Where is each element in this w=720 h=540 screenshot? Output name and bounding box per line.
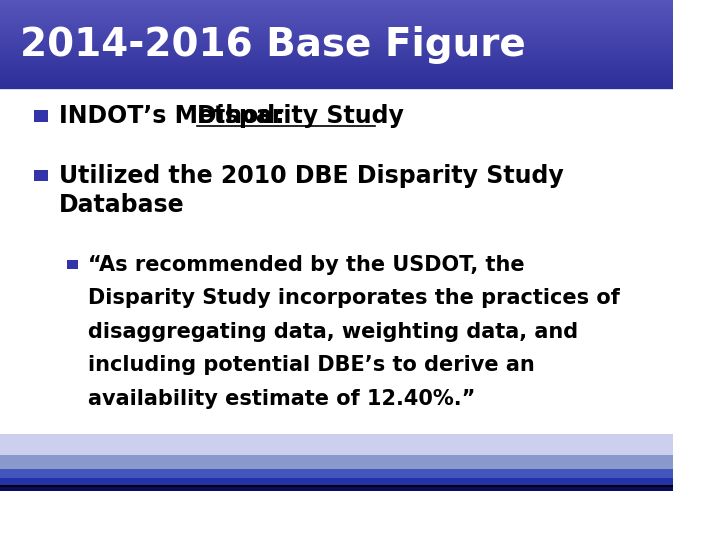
Polygon shape [0, 56, 673, 58]
Text: “As recommended by the USDOT, the: “As recommended by the USDOT, the [88, 254, 525, 275]
Text: disaggregating data, weighting data, and: disaggregating data, weighting data, and [88, 321, 578, 342]
Polygon shape [0, 86, 673, 87]
Polygon shape [0, 80, 673, 82]
FancyBboxPatch shape [67, 260, 78, 269]
Text: Disparity Study: Disparity Study [197, 104, 403, 128]
Polygon shape [0, 478, 673, 485]
Polygon shape [0, 67, 673, 69]
Polygon shape [0, 21, 673, 22]
Text: Database: Database [58, 193, 184, 217]
Polygon shape [0, 487, 673, 491]
Text: Utilized the 2010 DBE Disparity Study: Utilized the 2010 DBE Disparity Study [58, 164, 563, 187]
FancyBboxPatch shape [34, 170, 48, 181]
Polygon shape [0, 14, 673, 15]
Polygon shape [0, 18, 673, 19]
FancyBboxPatch shape [34, 110, 48, 122]
Polygon shape [0, 55, 673, 56]
Polygon shape [0, 9, 673, 10]
Polygon shape [0, 10, 673, 12]
Polygon shape [0, 69, 673, 70]
Polygon shape [0, 8, 673, 9]
Polygon shape [0, 70, 673, 71]
Polygon shape [0, 455, 673, 469]
Polygon shape [0, 24, 673, 25]
Polygon shape [0, 49, 673, 51]
Polygon shape [0, 28, 673, 30]
Polygon shape [0, 469, 673, 478]
Polygon shape [0, 434, 673, 455]
Polygon shape [0, 39, 673, 40]
Text: including potential DBE’s to derive an: including potential DBE’s to derive an [88, 355, 535, 375]
Polygon shape [0, 15, 673, 16]
Polygon shape [0, 485, 673, 487]
Polygon shape [0, 61, 673, 62]
Polygon shape [0, 36, 673, 37]
Polygon shape [0, 59, 673, 61]
Polygon shape [0, 31, 673, 32]
Polygon shape [0, 82, 673, 83]
Polygon shape [0, 52, 673, 53]
Polygon shape [0, 45, 673, 46]
Polygon shape [0, 77, 673, 79]
Polygon shape [0, 62, 673, 64]
Polygon shape [0, 83, 673, 85]
Text: 2014-2016 Base Figure: 2014-2016 Base Figure [20, 25, 526, 64]
Polygon shape [0, 2, 673, 3]
Polygon shape [0, 25, 673, 26]
Polygon shape [0, 75, 673, 76]
Polygon shape [0, 0, 673, 2]
Polygon shape [0, 64, 673, 65]
Polygon shape [0, 40, 673, 42]
Polygon shape [0, 32, 673, 34]
Polygon shape [0, 51, 673, 52]
Polygon shape [0, 76, 673, 77]
Polygon shape [0, 85, 673, 86]
Polygon shape [0, 19, 673, 21]
Polygon shape [0, 3, 673, 4]
Polygon shape [0, 34, 673, 36]
Polygon shape [0, 46, 673, 48]
Polygon shape [0, 26, 673, 28]
Text: availability estimate of 12.40%.”: availability estimate of 12.40%.” [88, 388, 475, 409]
Polygon shape [0, 87, 673, 89]
Polygon shape [0, 71, 673, 73]
Polygon shape [0, 53, 673, 55]
Polygon shape [0, 12, 673, 14]
Polygon shape [0, 16, 673, 18]
Polygon shape [0, 43, 673, 45]
Polygon shape [0, 22, 673, 24]
Polygon shape [0, 6, 673, 8]
Text: Disparity Study incorporates the practices of: Disparity Study incorporates the practic… [88, 288, 620, 308]
Polygon shape [0, 73, 673, 75]
Polygon shape [0, 58, 673, 59]
Polygon shape [0, 65, 673, 67]
Text: INDOT’s Method:: INDOT’s Method: [58, 104, 292, 128]
Polygon shape [0, 4, 673, 6]
Polygon shape [0, 79, 673, 80]
Polygon shape [0, 48, 673, 49]
Polygon shape [0, 30, 673, 31]
Polygon shape [0, 42, 673, 43]
Polygon shape [0, 37, 673, 39]
